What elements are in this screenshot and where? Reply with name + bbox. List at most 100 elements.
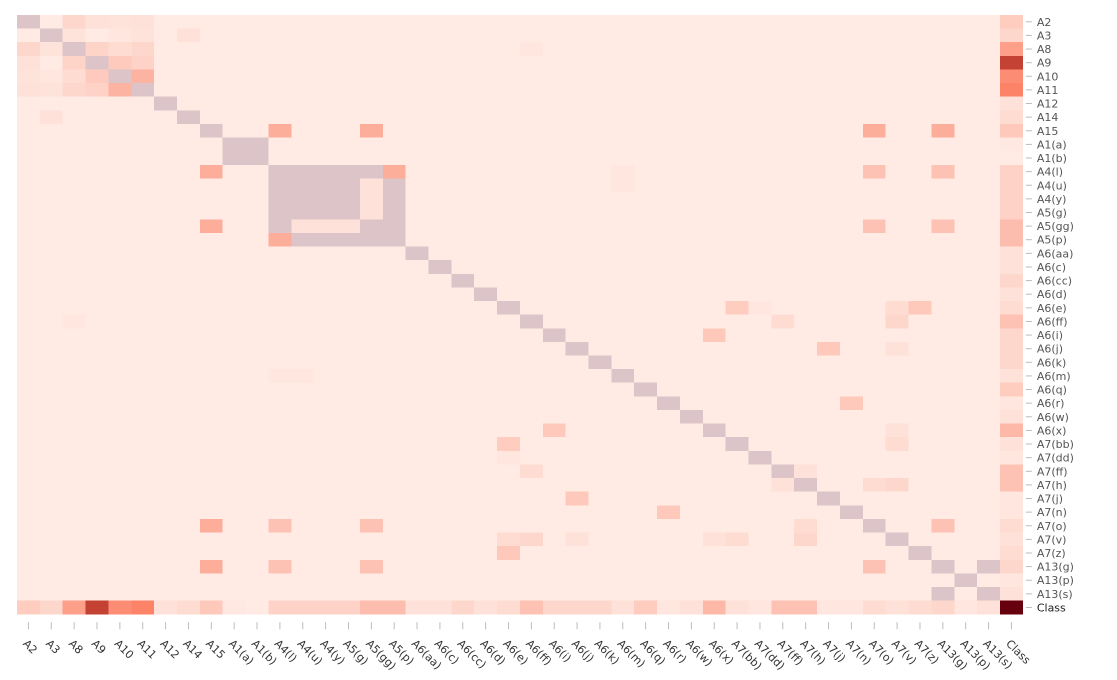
heatmap-cell-A4(y)-A7(n) [839, 192, 864, 206]
heatmap-cell-A13(g)-A14 [177, 559, 201, 574]
heatmap-cell-A7(n)-A7(bb) [725, 505, 749, 520]
heatmap-cell-A6(i)-A5(g) [337, 328, 361, 343]
heatmap-cell-A6(c)-A5(g) [337, 260, 361, 275]
heatmap-cell-A3-A6(k) [588, 28, 612, 43]
heatmap-cell-A6(ff)-A6(cc) [451, 314, 475, 329]
heatmap-cell-A6(k)-A13(g) [931, 355, 955, 370]
heatmap-cell-A6(w)-A7(h) [794, 409, 818, 424]
heatmap-cell-A6(q)-A7(v) [885, 382, 909, 397]
heatmap-cell-A6(q)-A7(j) [817, 382, 841, 397]
heatmap-cell-A7(bb)-A6(ff) [519, 437, 544, 452]
heatmap-cell-A10-A6(e) [497, 69, 521, 84]
heatmap-cell-A7(o)-A6(e) [497, 518, 521, 533]
heatmap-cell-A5(gg)-Class [999, 219, 1024, 234]
heatmap-cell-A6(e)-A5(p) [382, 301, 406, 315]
heatmap-cell-A7(n)-A6(x) [702, 505, 726, 520]
heatmap-cell-A9-A6(cc) [451, 55, 475, 70]
heatmap-cell-A4(y)-A1(a) [222, 192, 246, 206]
x-tick-label: A7(v) [889, 637, 919, 667]
heatmap-cell-A7(dd)-A3 [39, 450, 64, 465]
heatmap-cell-A7(h)-A6(q) [634, 478, 658, 492]
heatmap-cell-A1(b)-A6(e) [497, 151, 521, 166]
heatmap-cell-A6(k)-A6(w) [679, 355, 704, 370]
heatmap-cell-A7(n)-A6(q) [634, 505, 658, 520]
x-tick-label: A1(a) [226, 637, 256, 667]
heatmap-cell-A4(y)-A14 [177, 192, 201, 206]
heatmap-cell-A14-A1(b) [245, 110, 269, 125]
heatmap-cell-A6(r)-A4(y) [314, 396, 338, 411]
heatmap-cell-A7(j)-A7(j) [817, 491, 841, 506]
heatmap-cell-A6(w)-A6(r) [657, 409, 681, 424]
heatmap-cell-A10-A6(ff) [519, 69, 544, 84]
heatmap-cell-A2-A7(o) [862, 15, 886, 29]
heatmap-cell-A14-A7(h) [794, 110, 818, 125]
heatmap-cell-A12-A2 [17, 96, 41, 111]
heatmap-cell-A6(aa)-A9 [85, 246, 109, 261]
heatmap-cell-A1(a)-A6(w) [679, 137, 704, 152]
heatmap-cell-A4(y)-A7(ff) [771, 192, 795, 206]
heatmap-cell-A2-A13(s) [977, 15, 1001, 29]
heatmap-cell-A6(cc)-A15 [199, 273, 224, 288]
heatmap-cell-A4(l)-A6(k) [588, 164, 612, 179]
heatmap-cell-A7(j)-A9 [85, 491, 109, 506]
heatmap-cell-A13(s)-A3 [39, 587, 64, 601]
heatmap-cell-A6(aa)-A12 [154, 246, 178, 261]
heatmap-cell-A4(y)-A13(g) [931, 192, 955, 206]
heatmap-cell-A6(w)-A13(g) [931, 409, 955, 424]
heatmap-cell-A13(g)-A4(u) [291, 559, 315, 574]
heatmap-cell-A13(p)-A1(a) [222, 573, 246, 588]
heatmap-cell-A6(d)-A6(e) [497, 287, 521, 302]
heatmap-cell-A6(w)-A6(w) [679, 409, 704, 424]
heatmap-cell-A15-A6(i) [542, 123, 566, 138]
heatmap-cell-A1(b)-Class [999, 151, 1024, 166]
heatmap-cell-A5(p)-A5(gg) [359, 232, 384, 247]
heatmap-cell-A14-A5(p) [382, 110, 406, 125]
heatmap-cell-A6(c)-A5(gg) [359, 260, 384, 275]
x-tick-label: A5(g) [340, 637, 370, 667]
heatmap-cell-A15-A6(cc) [451, 123, 475, 138]
heatmap-cell-A14-A6(w) [679, 110, 704, 125]
heatmap-cell-A6(j)-A6(d) [474, 341, 498, 356]
heatmap-cell-A7(o)-A6(q) [634, 518, 658, 533]
heatmap-cell-Class-A10 [108, 600, 132, 615]
heatmap-cell-A4(l)-Class [999, 164, 1024, 179]
heatmap-cell-A9-A15 [199, 55, 224, 70]
heatmap-cell-A6(aa)-A8 [62, 246, 86, 261]
heatmap-cell-A8-A1(a) [222, 42, 246, 57]
heatmap-cell-A5(p)-A1(b) [245, 232, 269, 247]
heatmap-cell-A6(j)-A7(n) [839, 341, 864, 356]
heatmap-cell-A6(q)-A4(l) [268, 382, 292, 397]
heatmap-cell-A6(aa)-Class [999, 246, 1024, 261]
heatmap-cell-A6(k)-A4(l) [268, 355, 292, 370]
heatmap-cell-A14-A7(dd) [748, 110, 772, 125]
heatmap-cell-A6(ff)-A6(x) [702, 314, 726, 329]
heatmap-cell-A7(ff)-A13(p) [954, 464, 978, 479]
heatmap-cell-A1(b)-A7(j) [817, 151, 841, 166]
heatmap-cell-A4(y)-A6(j) [565, 192, 589, 206]
heatmap-cell-A7(z)-A2 [17, 546, 41, 561]
heatmap-cell-A6(cc)-A6(x) [702, 273, 726, 288]
heatmap-cell-A6(cc)-A7(ff) [771, 273, 795, 288]
heatmap-cell-A7(j)-A7(o) [862, 491, 886, 506]
heatmap-cell-A7(dd)-A6(d) [474, 450, 498, 465]
heatmap-cell-A4(u)-A15 [199, 178, 224, 193]
heatmap-cell-A7(h)-A7(j) [817, 478, 841, 492]
heatmap-cell-A4(l)-A7(n) [839, 164, 864, 179]
heatmap-cell-A13(g)-A7(bb) [725, 559, 749, 574]
heatmap-cell-A1(b)-A6(w) [679, 151, 704, 166]
heatmap-cell-A6(ff)-A5(p) [382, 314, 406, 329]
heatmap-cell-A7(bb)-A7(o) [862, 437, 886, 452]
heatmap-cell-A1(a)-A13(g) [931, 137, 955, 152]
heatmap-cell-A14-A7(bb) [725, 110, 749, 125]
heatmap-cell-A13(g)-A5(gg) [359, 559, 384, 574]
heatmap-cell-A6(x)-A6(r) [657, 423, 681, 438]
heatmap-cell-A2-A8 [62, 15, 86, 29]
heatmap-cell-A5(gg)-A15 [199, 219, 224, 234]
heatmap-cell-A6(c)-A7(dd) [748, 260, 772, 275]
heatmap-cell-A6(m)-A7(o) [862, 369, 886, 384]
heatmap-cell-A15-A9 [85, 123, 109, 138]
heatmap-cell-A6(ff)-A6(e) [497, 314, 521, 329]
heatmap-cell-A15-A10 [108, 123, 132, 138]
heatmap-cell-A7(dd)-A15 [199, 450, 224, 465]
heatmap-cell-A11-A6(k) [588, 83, 612, 98]
